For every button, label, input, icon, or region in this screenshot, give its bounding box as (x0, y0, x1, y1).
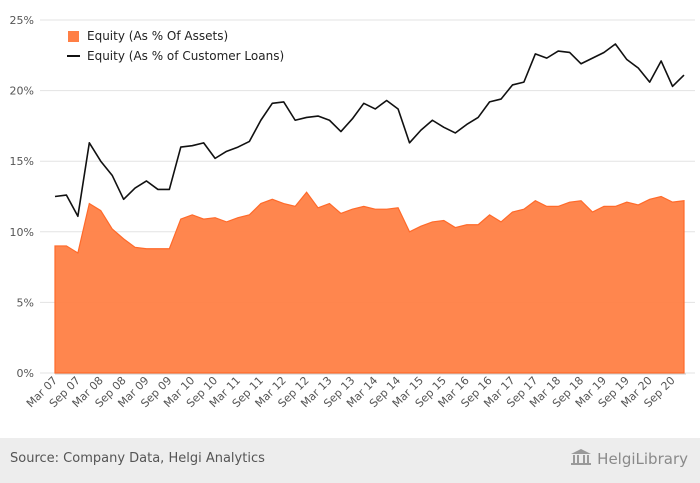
y-tick-label: 20% (10, 85, 34, 98)
y-tick-label: 25% (10, 14, 34, 27)
legend[interactable]: Equity (As % Of Assets) Equity (As % of C… (67, 29, 284, 63)
y-tick-label: 10% (10, 226, 34, 239)
series-area-layer (54, 191, 685, 374)
library-building-icon (570, 448, 592, 470)
y-tick-label: 15% (10, 155, 34, 168)
footer: Source: Company Data, Helgi Analytics He… (0, 438, 700, 483)
brand-logo[interactable]: HelgiLibrary (570, 448, 688, 470)
y-tick-label: 0% (17, 367, 34, 380)
y-tick-label: 5% (17, 296, 34, 309)
legend-swatch-area (68, 31, 79, 42)
source-text: Source: Company Data, Helgi Analytics (10, 451, 265, 466)
legend-label: Equity (As % of Customer Loans) (87, 49, 284, 63)
legend-item[interactable]: Equity (As % Of Assets) (68, 29, 228, 43)
brand-name: HelgiLibrary (597, 450, 688, 468)
legend-label: Equity (As % Of Assets) (87, 29, 228, 43)
y-axis: 0% 5% 10% 15% 20% 25% (10, 14, 34, 380)
series-line-customer-loans (54, 43, 685, 218)
series-area-assets (54, 191, 685, 374)
legend-item[interactable]: Equity (As % of Customer Loans) (67, 49, 284, 63)
series-line-layer (54, 43, 685, 218)
